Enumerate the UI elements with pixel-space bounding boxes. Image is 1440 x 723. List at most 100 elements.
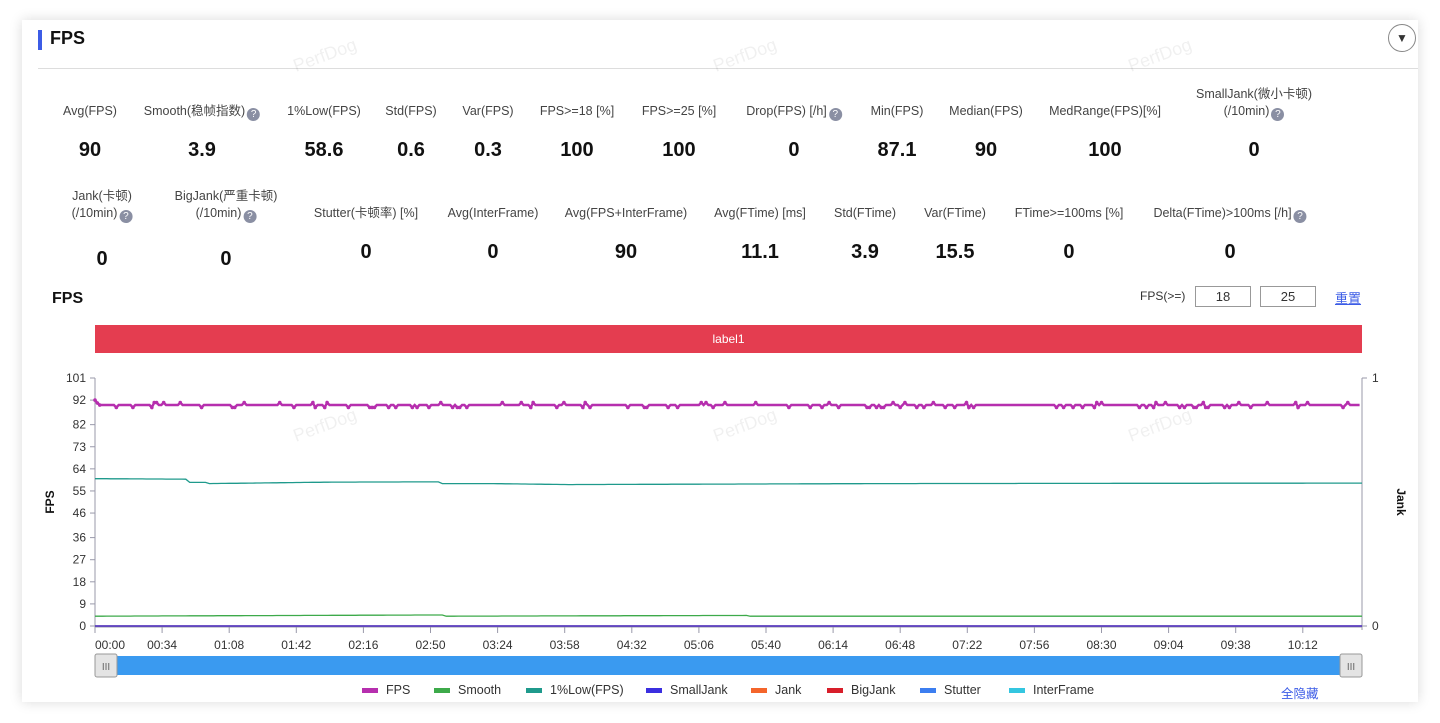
reset-link[interactable]: 重置: [1335, 291, 1362, 306]
x-tick-label: 07:22: [952, 638, 982, 652]
metric-value: 100: [560, 139, 594, 161]
fps-point: [581, 405, 585, 410]
metric-label: FPS>=18 [%]: [539, 104, 615, 118]
x-tick-label: 03:58: [550, 638, 580, 652]
chevron-down-icon[interactable]: ▼: [1388, 24, 1416, 52]
fps-point: [292, 405, 296, 410]
fps-point: [562, 400, 566, 405]
fps-point: [922, 405, 926, 410]
fps-point: [500, 400, 505, 405]
fps-point: [1163, 400, 1168, 405]
legend-swatch: [1009, 688, 1025, 694]
metric-value: 0: [1224, 241, 1236, 263]
series-line-smooth: [95, 614, 1362, 617]
help-icon[interactable]: ?: [119, 210, 133, 223]
hide-all-link[interactable]: 全隐藏: [1281, 687, 1319, 701]
metric-label: MedRange(FPS)[%]: [1049, 104, 1161, 118]
metric-label: Avg(FPS): [63, 104, 117, 118]
help-icon[interactable]: ?: [247, 108, 261, 121]
fps-point: [1248, 405, 1253, 410]
chart-title: FPS: [52, 290, 84, 307]
metric-metrics_row1-0: Avg(FPS) 90: [63, 103, 117, 161]
threshold-input-2[interactable]: 25: [1260, 286, 1316, 307]
fps-point: [1201, 400, 1206, 405]
fps-point: [967, 405, 971, 410]
fps-point: [1154, 400, 1158, 405]
metric-label: Jank(卡顿): [72, 189, 132, 203]
metric-label: SmallJank(微小卡顿): [1196, 87, 1312, 101]
help-icon[interactable]: ?: [1293, 210, 1307, 223]
fps-point: [519, 400, 524, 405]
legend-item[interactable]: InterFrame: [1009, 683, 1094, 697]
x-tick-label: 03:24: [483, 638, 513, 652]
metric-value: 0.6: [397, 139, 425, 161]
y-tick-label: 36: [73, 531, 87, 545]
metric-metrics_row1-11: SmallJank(微小卡顿) (/10min)? 0: [1196, 86, 1312, 161]
metric-value: 90: [614, 241, 638, 263]
range-slider-left-handle[interactable]: [94, 653, 118, 678]
metric-metrics_row2-6: Std(FTime) 3.9: [833, 205, 897, 263]
metric-metrics_row1-9: Median(FPS) 90: [949, 103, 1023, 161]
fps-point: [1222, 405, 1227, 410]
legend-swatch: [751, 688, 767, 694]
help-icon[interactable]: ?: [828, 108, 842, 121]
metric-value: 0: [487, 241, 499, 263]
label-bar[interactable]: label1: [95, 325, 1362, 353]
metric-value: 15.5: [935, 241, 975, 263]
metric-label: Avg(FPS+InterFrame): [564, 206, 688, 220]
metric-value: 11.1: [741, 241, 779, 263]
legend-item[interactable]: SmallJank: [646, 683, 728, 697]
fps-point: [1305, 400, 1310, 405]
fps-point: [820, 405, 824, 410]
fps-point: [1192, 405, 1196, 410]
fps-point: [154, 400, 159, 405]
fps-point: [1203, 405, 1208, 410]
legend-label: Smooth: [458, 683, 502, 697]
fps-point: [438, 400, 443, 405]
metric-metrics_row1-7: Drop(FPS) [/h]? 0: [746, 103, 842, 161]
fps-point: [891, 400, 895, 405]
fps-point: [675, 405, 680, 410]
legend-item[interactable]: Stutter: [920, 683, 981, 697]
legend-item[interactable]: Smooth: [434, 683, 501, 697]
legend-swatch: [646, 688, 662, 694]
legend-label: SmallJank: [670, 683, 728, 697]
fps-point: [372, 405, 377, 410]
metric-value: 3.9: [851, 241, 879, 263]
help-icon[interactable]: ?: [1271, 108, 1285, 121]
legend-item[interactable]: 1%Low(FPS): [526, 683, 624, 697]
metric-value: 0: [96, 248, 108, 270]
threshold-input-1[interactable]: 18: [1195, 286, 1251, 307]
legend-swatch: [920, 688, 936, 694]
legend-item[interactable]: Jank: [751, 683, 801, 697]
fps-point: [370, 405, 374, 410]
range-slider-right-handle[interactable]: [1339, 653, 1363, 678]
legend-swatch: [434, 688, 450, 694]
fps-point: [93, 398, 97, 402]
watermark: PerfDog: [1125, 404, 1195, 446]
metric-metrics_row1-2: 1%Low(FPS) 58.6: [287, 103, 361, 161]
metric-metrics_row1-4: Var(FPS) 0.3: [462, 103, 513, 161]
legend-item[interactable]: FPS: [362, 683, 410, 697]
metric-metrics_row1-10: MedRange(FPS)[%] 100: [1049, 103, 1161, 161]
fps-point: [903, 400, 907, 405]
fps-point: [455, 405, 460, 410]
metric-label: Avg(InterFrame): [447, 206, 539, 220]
fps-point: [150, 405, 154, 410]
fps-point: [393, 405, 398, 410]
legend-item[interactable]: BigJank: [827, 683, 895, 697]
fps-point: [723, 400, 727, 405]
metric-metrics_row2-7: Var(FTime) 15.5: [924, 205, 986, 263]
fps-point: [1296, 405, 1300, 410]
legend-label: FPS: [386, 683, 411, 697]
fps-point: [699, 400, 704, 405]
fps-point: [666, 405, 670, 410]
metric-label: Std(FTime): [833, 206, 897, 220]
y-tick-label: 9: [79, 597, 86, 611]
y-tick-label: 73: [73, 440, 87, 454]
metric-metrics_row1-5: FPS>=18 [%] 100: [539, 103, 615, 161]
help-icon[interactable]: ?: [243, 210, 257, 223]
legend-label: BigJank: [851, 683, 896, 697]
y-tick-label: 18: [73, 575, 87, 589]
metric-value: 0: [1063, 241, 1075, 263]
